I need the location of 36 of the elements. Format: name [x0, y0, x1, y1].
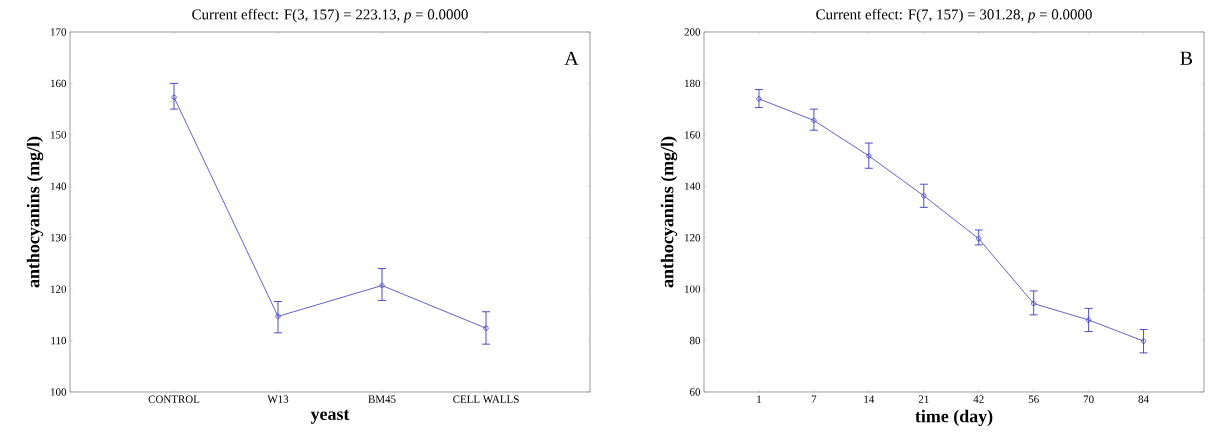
y-tick-label: 140 [51, 182, 67, 190]
y-tick-label: 180 [685, 79, 701, 88]
x-tick-label: CONTROL [148, 395, 200, 403]
y-tick-label: 170 [51, 28, 67, 36]
x-tick-label: CELL WALLS [453, 395, 519, 403]
y-tick-label: 160 [685, 131, 701, 139]
x-tick-label: 7 [811, 395, 817, 403]
chart-title: Current effect: F(3, 157) = 223.13, p = 0.0000 [192, 8, 468, 23]
y-tick-label: 120 [685, 234, 701, 242]
x-tick-label: 21 [918, 395, 929, 403]
y-tick-label: 130 [51, 234, 67, 242]
x-tick-label: BM45 [368, 395, 396, 403]
y-tick-label: 200 [684, 28, 701, 36]
y-tick-label: 120 [51, 285, 67, 293]
x-tick-label: 42 [973, 395, 984, 403]
y-tick-label: 100 [685, 285, 701, 293]
y-tick-label: 80 [689, 336, 701, 345]
y-tick-label: 110 [51, 336, 67, 345]
y-tick-label: 160 [51, 79, 67, 88]
x-tick-label: 56 [1028, 395, 1039, 403]
y-axis-title: anthocyanins (mg/l) [660, 136, 678, 288]
x-tick-label: 70 [1083, 395, 1094, 403]
y-axis-title: anthocyanins (mg/l) [26, 136, 44, 288]
x-tick-label: 84 [1138, 395, 1149, 403]
y-tick-label: 140 [685, 182, 701, 190]
x-tick-label: W13 [267, 395, 289, 403]
y-tick-label: 150 [51, 131, 67, 139]
chart-title: Current effect: F(7, 157) = 301.28, p = 0.0000 [816, 8, 1092, 23]
x-axis-title: time (day) [915, 409, 993, 427]
x-axis-title: yeast [310, 409, 350, 424]
y-tick-label: 100 [51, 388, 67, 396]
annotation: B [1180, 51, 1192, 65]
x-tick-label: 14 [864, 395, 875, 403]
x-tick-label: 1 [757, 395, 762, 403]
y-tick-label: 60 [690, 388, 701, 396]
annotation: A [564, 51, 579, 65]
